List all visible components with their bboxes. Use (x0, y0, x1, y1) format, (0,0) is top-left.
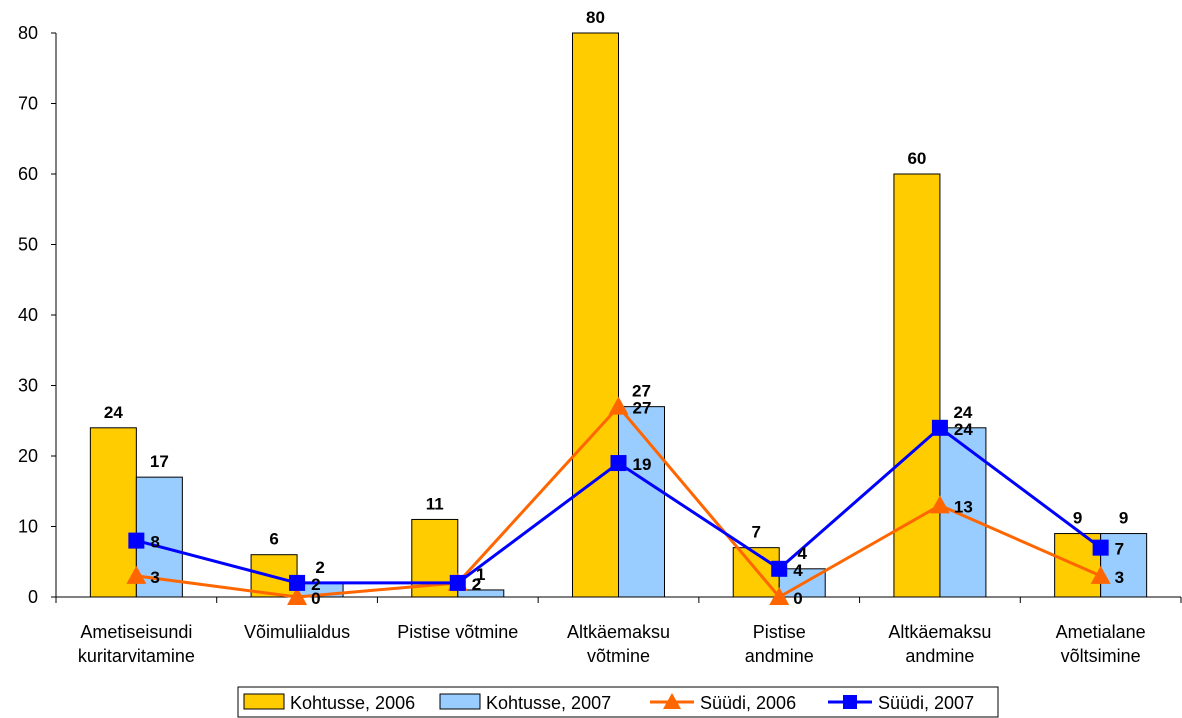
bar-value-label: 17 (150, 452, 169, 471)
category-label: Pistise võtmine (397, 622, 518, 642)
y-tick-label: 40 (18, 305, 38, 325)
legend-label: Süüdi, 2007 (878, 693, 974, 713)
bar-value-label: 24 (104, 403, 123, 422)
category-label: võtmine (587, 646, 650, 666)
triangle-marker (287, 587, 308, 605)
triangle-marker (929, 495, 950, 514)
y-tick-label: 20 (18, 446, 38, 466)
y-tick-label: 80 (18, 23, 38, 43)
legend-swatch (243, 693, 285, 710)
line-value-label: 2 (311, 575, 320, 594)
category-label: Pistise (753, 622, 806, 642)
square-marker (449, 574, 466, 591)
bar (893, 173, 941, 598)
bar-value-label: 24 (953, 403, 972, 422)
square-marker (289, 574, 306, 591)
square-marker (610, 455, 627, 472)
bar-value-label: 2 (315, 558, 324, 577)
triangle-marker (769, 587, 790, 605)
line-value-label: 24 (954, 420, 973, 439)
category-label: kuritarvitamine (78, 646, 195, 666)
y-tick-label: 10 (18, 517, 38, 537)
legend-triangle-marker (663, 693, 681, 709)
category-label: Võimuliialdus (244, 622, 350, 642)
category-label: võltsimine (1061, 646, 1141, 666)
category-label: Altkäemaksu (888, 622, 991, 642)
bar (457, 589, 505, 598)
bar (572, 32, 619, 598)
category-label: Altkäemaksu (567, 622, 670, 642)
line-value-label: 27 (633, 399, 652, 418)
square-marker (931, 419, 948, 436)
legend-label: Kohtusse, 2007 (486, 693, 611, 713)
lines (126, 396, 1111, 605)
line-value-label: 7 (1115, 540, 1124, 559)
bar (618, 406, 665, 598)
triangle-marker (1090, 565, 1111, 584)
line-value-label: 13 (954, 497, 973, 516)
legend-label: Süüdi, 2006 (700, 693, 796, 713)
y-tick-label: 60 (18, 164, 38, 184)
legend-label: Kohtusse, 2006 (290, 693, 415, 713)
bar-value-label: 60 (907, 149, 926, 168)
legend-square-marker (843, 695, 857, 709)
line-value-label: 2 (472, 575, 481, 594)
y-tick-label: 30 (18, 376, 38, 396)
line-value-label: 2 (472, 575, 481, 594)
bar-value-label: 9 (1119, 509, 1128, 528)
category-label: andmine (905, 646, 974, 666)
bar-value-label: 4 (797, 544, 807, 563)
bar-value-label: 80 (586, 8, 605, 27)
category-label: Ametialane (1056, 622, 1146, 642)
line-value-label: 0 (311, 589, 320, 608)
triangle-marker (608, 396, 629, 415)
line-value-label: 4 (793, 561, 803, 580)
y-tick-label: 50 (18, 235, 38, 255)
line-value-label: 0 (793, 589, 802, 608)
legend: Kohtusse, 2006 Kohtusse, 2007 Süüdi, 2006 S… (237, 686, 999, 718)
line-value-label: 8 (150, 533, 159, 552)
square-marker (771, 560, 788, 577)
bar-value-label: 1 (476, 565, 485, 584)
y-tick-label: 0 (28, 587, 38, 607)
bar-value-label: 7 (751, 523, 760, 542)
legend-swatch (439, 693, 481, 710)
line-value-label: 3 (150, 568, 159, 587)
category-label: Ametiseisundi (80, 622, 192, 642)
bar-value-label: 6 (269, 530, 278, 549)
bar (89, 427, 137, 598)
axes: 01020304050607080Ametiseisundikuritarvit… (18, 23, 1182, 666)
line-value-label: 19 (633, 455, 652, 474)
y-tick-label: 70 (18, 94, 38, 114)
bar-value-label: 9 (1073, 509, 1082, 528)
triangle-marker (126, 565, 147, 584)
bar-value-label: 27 (632, 382, 651, 401)
bars (89, 32, 1148, 598)
bar-value-label: 11 (426, 494, 444, 513)
square-marker (128, 532, 145, 549)
category-label: andmine (745, 646, 814, 666)
square-marker (1092, 539, 1109, 556)
line-value-label: 3 (1115, 568, 1124, 587)
